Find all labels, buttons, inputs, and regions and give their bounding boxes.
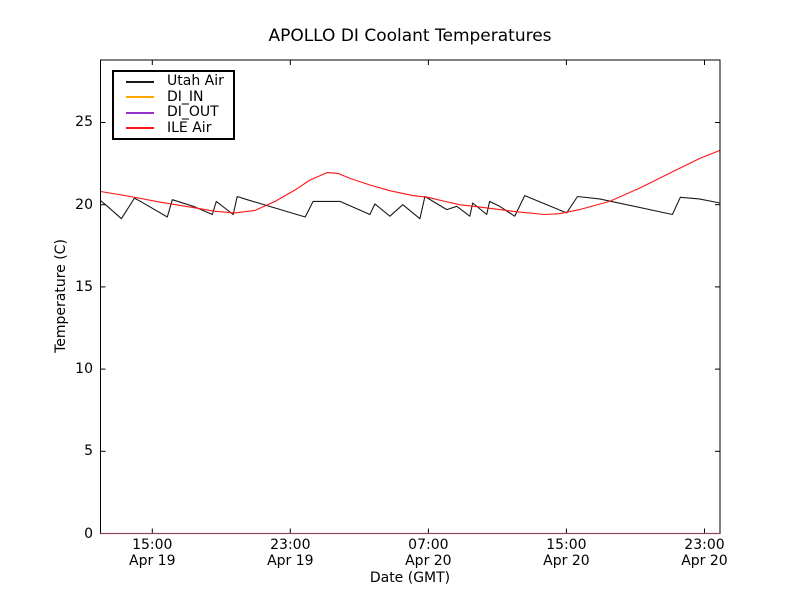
y-tick-label: 15	[75, 278, 93, 295]
legend-line-di-out	[126, 111, 154, 114]
x-axis-label: Date (GMT)	[369, 570, 451, 586]
y-tick-label: 10	[75, 361, 93, 378]
y-tick-label: 25	[75, 114, 93, 131]
legend-item-ile-air: ILE Air	[126, 119, 233, 136]
x-tick-label: 23:00 Apr 20	[681, 537, 728, 569]
legend-item-label: Utah Air	[167, 73, 224, 90]
x-tick-label: 23:00 Apr 19	[267, 537, 314, 569]
legend-item-label: DI_IN	[167, 88, 204, 105]
legend-line-di-in	[126, 96, 154, 99]
series-line-utah-air	[100, 195, 721, 220]
series-line-ile-air	[100, 149, 721, 216]
legend: Utah Air DI_IN DI_OUT ILE Air	[112, 70, 235, 140]
x-tick-label: 07:00 Apr 20	[405, 537, 452, 569]
y-tick-label: 0	[84, 525, 93, 542]
legend-item-label: DI_OUT	[167, 104, 219, 121]
legend-item-label: ILE Air	[167, 119, 212, 136]
x-tick-label: 15:00 Apr 20	[543, 537, 590, 569]
legend-line-ile-air	[126, 127, 154, 130]
legend-item-utah-air: Utah Air	[126, 74, 233, 89]
y-tick-label: 5	[84, 443, 93, 460]
chart-title: APOLLO DI Coolant Temperatures	[268, 26, 552, 46]
legend-line-utah-air	[126, 80, 154, 83]
x-tick-label: 15:00 Apr 19	[129, 537, 176, 569]
legend-item-di-in: DI_IN	[126, 88, 233, 105]
legend-item-di-out: DI_OUT	[126, 105, 233, 120]
y-tick-label: 20	[75, 196, 93, 213]
